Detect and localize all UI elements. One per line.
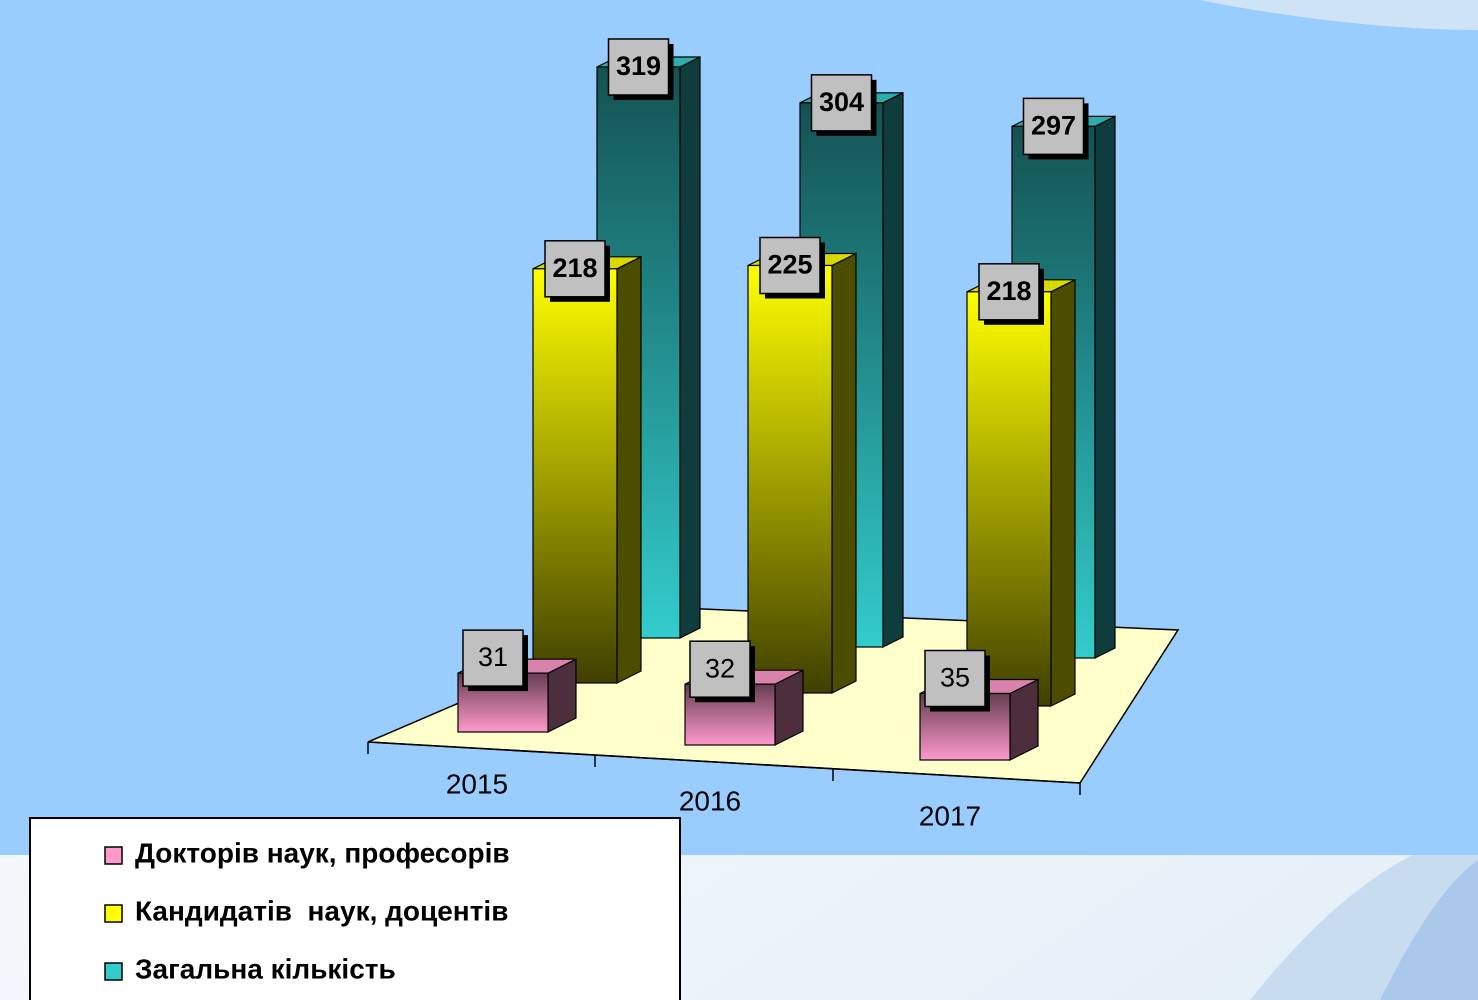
label-box bbox=[544, 240, 606, 298]
legend bbox=[29, 817, 681, 1000]
bar bbox=[747, 264, 833, 694]
legend-swatch bbox=[104, 846, 123, 865]
legend-label: Кандидатів наук, доцентів bbox=[135, 895, 508, 926]
data-label: 304 bbox=[819, 87, 864, 117]
bar bbox=[532, 268, 618, 684]
bar-side bbox=[679, 56, 701, 639]
legend-swatch bbox=[104, 904, 123, 923]
data-label: 31 bbox=[478, 642, 508, 672]
label-box bbox=[810, 74, 873, 132]
data-label: 297 bbox=[1031, 110, 1076, 140]
bar-side bbox=[1050, 278, 1076, 707]
bar-side bbox=[882, 91, 904, 648]
bar-side bbox=[1094, 115, 1116, 659]
label-box bbox=[759, 236, 821, 295]
x-axis bbox=[367, 741, 1081, 784]
data-label: 225 bbox=[767, 250, 812, 280]
x-tick-label: 2016 bbox=[679, 785, 741, 816]
data-label: 218 bbox=[986, 276, 1031, 306]
bar-side bbox=[616, 255, 642, 684]
label-box bbox=[924, 649, 986, 708]
label-box bbox=[978, 263, 1040, 321]
legend-label: Загальна кількість bbox=[135, 953, 396, 984]
label-box bbox=[462, 629, 524, 687]
data-label: 218 bbox=[552, 253, 597, 283]
x-tick-label: 2015 bbox=[446, 768, 508, 799]
swoosh bbox=[1200, 0, 1478, 30]
data-label: 32 bbox=[705, 653, 735, 683]
legend-swatch bbox=[104, 962, 123, 981]
label-box bbox=[1022, 97, 1085, 156]
legend-label: Докторів наук, професорів bbox=[135, 837, 510, 868]
data-label: 35 bbox=[940, 663, 970, 693]
data-label: 319 bbox=[616, 51, 661, 81]
label-box bbox=[689, 640, 751, 698]
x-tick-label: 2017 bbox=[919, 800, 981, 831]
label-box bbox=[607, 38, 670, 96]
swoosh bbox=[1380, 860, 1478, 1000]
bar bbox=[966, 291, 1052, 707]
bar-side bbox=[831, 252, 857, 694]
